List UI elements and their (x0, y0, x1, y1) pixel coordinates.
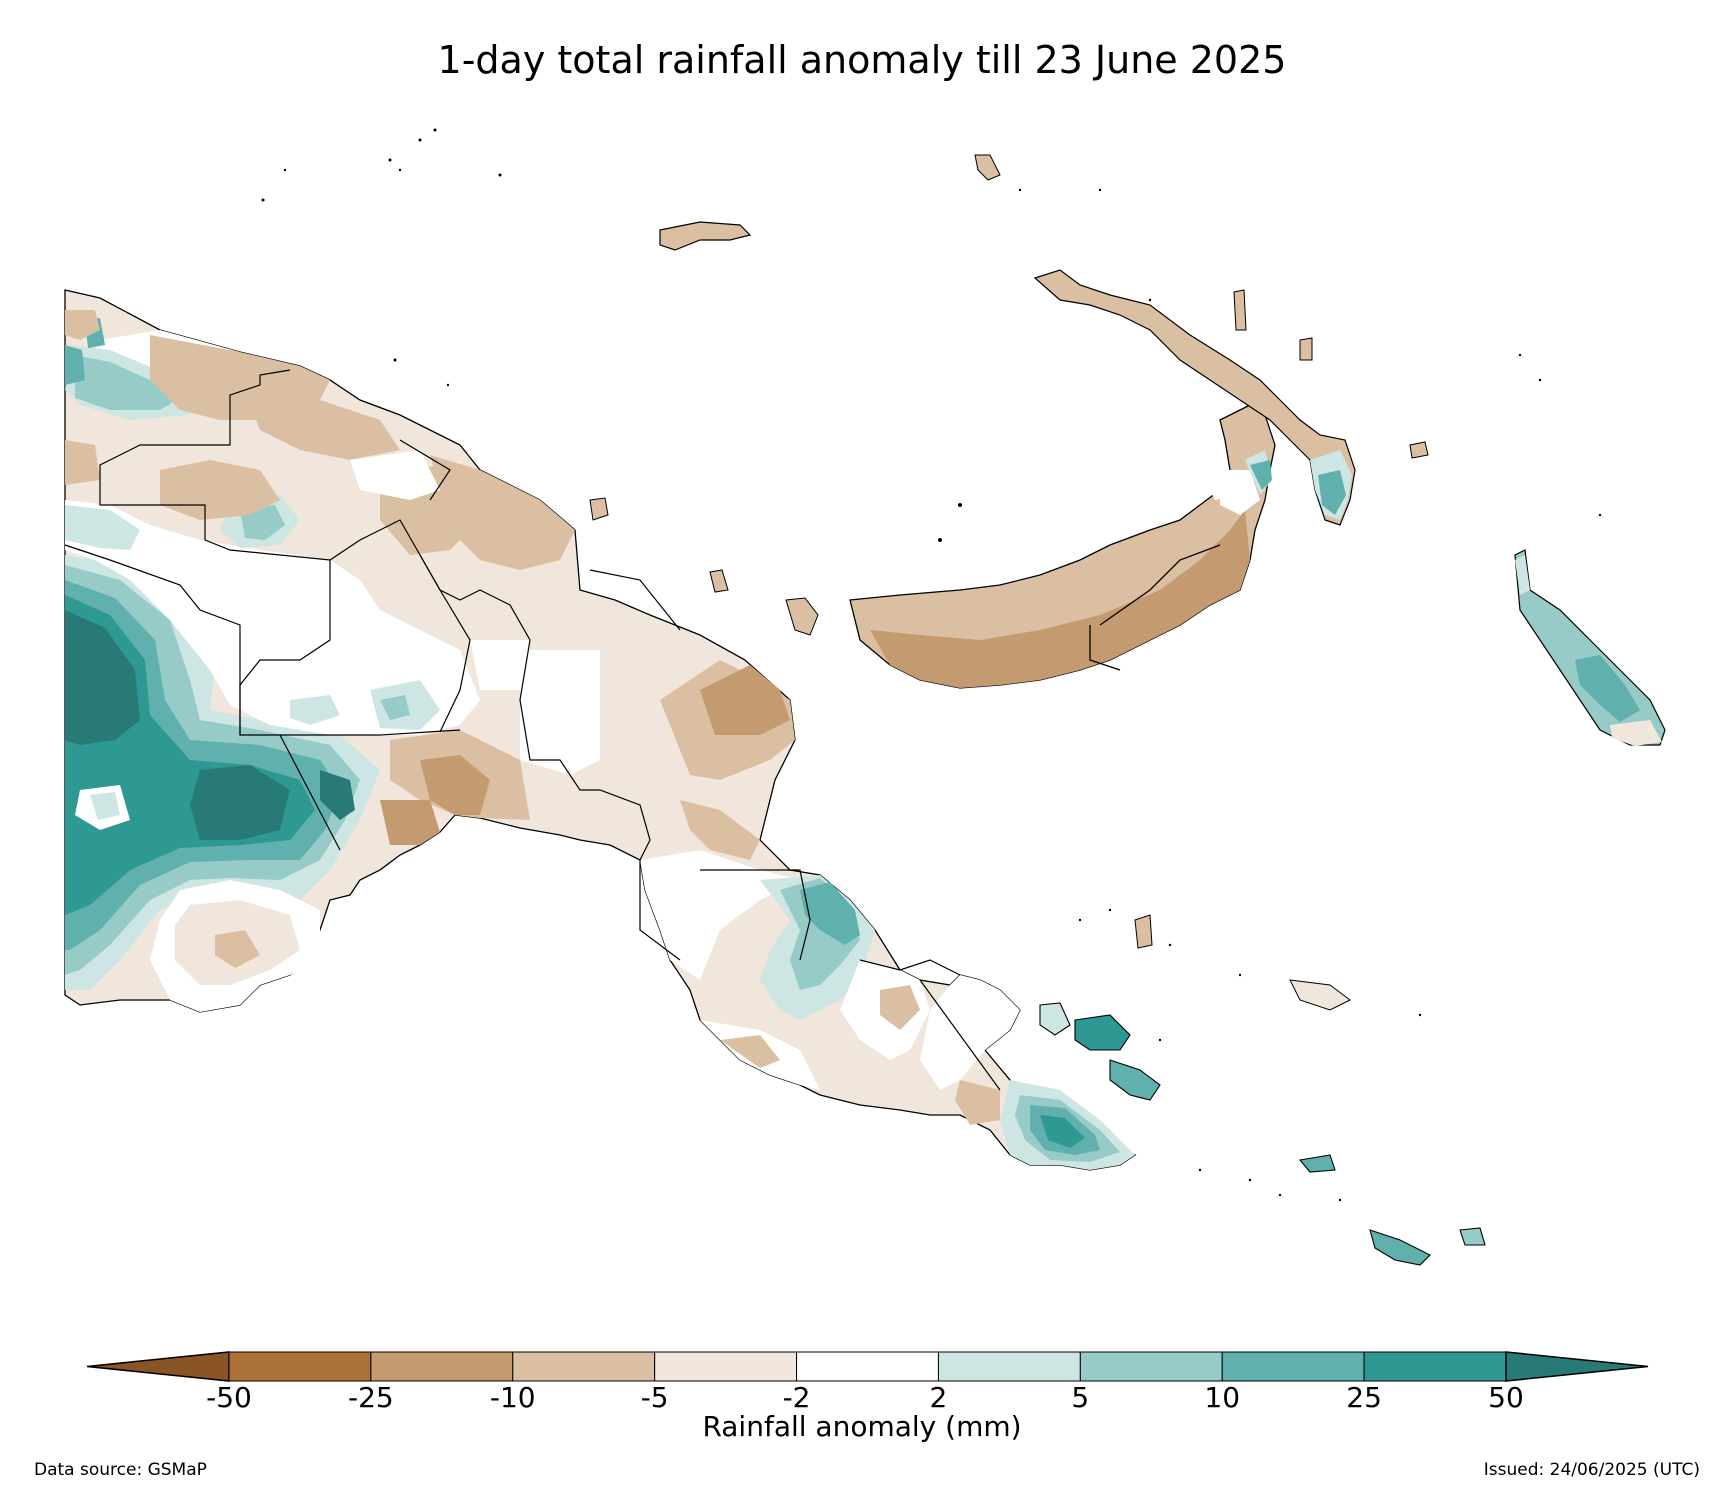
island-small-1 (974, 154, 1001, 181)
colorbar-segment (1363, 1351, 1507, 1382)
colorbar-tick-label: -5 (640, 1381, 669, 1414)
colorbar-tick-label: 10 (1204, 1381, 1241, 1414)
manus-island (659, 221, 752, 251)
colorbar-segments (86, 1351, 1649, 1382)
colorbar-segment (1079, 1351, 1223, 1382)
colorbar-tick-label: 50 (1488, 1381, 1524, 1414)
colorbar-tick-label: -50 (206, 1381, 252, 1414)
colorbar-label: Rainfall anomaly (mm) (702, 1410, 1022, 1443)
colorbar-extend-high (1505, 1351, 1649, 1382)
colorbar-segment (512, 1351, 656, 1382)
island-small-8 (1134, 914, 1153, 949)
colorbar-segment (654, 1351, 798, 1382)
colorbar-tick-label: 5 (1071, 1381, 1090, 1414)
colorbar-tick-label: 25 (1346, 1381, 1382, 1414)
province-boundaries (64, 369, 1001, 1091)
island-small-3 (785, 597, 819, 636)
island-small-4 (709, 569, 729, 593)
island-small-5 (1233, 289, 1247, 331)
colorbar-segment (937, 1351, 1081, 1382)
map-title: 1-day total rainfall anomaly till 23 Jun… (437, 38, 1287, 82)
colorbar-tick-label: -2 (782, 1381, 811, 1414)
colorbar-segment (1221, 1351, 1365, 1382)
rainfall-anomaly-map (64, 128, 1666, 1266)
mainland-anomaly-patches (65, 310, 1135, 1170)
colorbar-tick-label: -25 (348, 1381, 394, 1414)
scattered-islets (261, 128, 1602, 1202)
colorbar-segment (228, 1351, 372, 1382)
bougainville-island (1514, 549, 1666, 746)
island-small-9 (1289, 979, 1351, 1011)
colorbar-extend-low (86, 1351, 230, 1382)
data-source-note: Data source: GSMaP (34, 1460, 207, 1480)
milne-bay-islands (1039, 1002, 1486, 1266)
island-small-6 (1299, 337, 1313, 361)
new-ireland-island (1033, 269, 1356, 526)
new-britain-island (849, 399, 1276, 689)
colorbar-segment (796, 1351, 939, 1382)
colorbar-tick-label: 2 (929, 1381, 948, 1414)
island-small-7 (1409, 441, 1429, 459)
colorbar-tick-label: -10 (489, 1381, 536, 1414)
colorbar-segment (370, 1351, 514, 1382)
island-small-2 (589, 497, 609, 521)
issued-date: Issued: 24/06/2025 (UTC) (1483, 1460, 1700, 1480)
